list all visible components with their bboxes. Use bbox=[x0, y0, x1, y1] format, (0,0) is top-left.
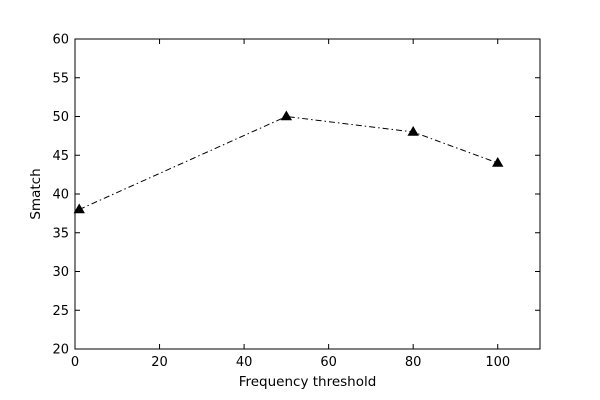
y-tick-labels: 20 25 30 35 40 45 50 55 60 bbox=[52, 33, 69, 358]
y-tick-label: 20 bbox=[52, 343, 69, 358]
x-tick-label: 40 bbox=[236, 355, 253, 370]
x-tick-label: 60 bbox=[320, 355, 337, 370]
y-tick-marks bbox=[75, 38, 540, 350]
series-line bbox=[79, 115, 498, 210]
y-tick-label: 30 bbox=[52, 265, 69, 280]
y-tick-label: 45 bbox=[52, 149, 69, 164]
triangle-marker bbox=[73, 203, 85, 214]
series-line-path bbox=[79, 115, 498, 210]
x-tick-labels: 0 20 40 60 80 100 bbox=[71, 355, 510, 370]
triangle-marker bbox=[280, 110, 293, 121]
triangle-marker bbox=[407, 126, 419, 136]
y-tick-label: 55 bbox=[52, 71, 69, 86]
x-tick-label: 100 bbox=[485, 355, 510, 370]
y-axis-label: Smatch bbox=[28, 168, 44, 219]
x-tick-marks bbox=[74, 39, 499, 349]
y-tick-label: 35 bbox=[52, 226, 69, 241]
y-tick-label: 50 bbox=[52, 110, 69, 125]
x-tick-label: 80 bbox=[405, 355, 422, 370]
y-tick-label: 40 bbox=[52, 188, 69, 203]
x-tick-label: 20 bbox=[151, 355, 168, 370]
triangle-marker bbox=[492, 157, 504, 167]
plot-frame bbox=[74, 38, 541, 350]
y-tick-label: 60 bbox=[52, 33, 69, 48]
y-tick-label: 25 bbox=[52, 304, 69, 319]
series-markers bbox=[73, 110, 504, 214]
x-tick-label: 0 bbox=[71, 355, 79, 370]
x-axis-label: Frequency threshold bbox=[239, 374, 377, 390]
